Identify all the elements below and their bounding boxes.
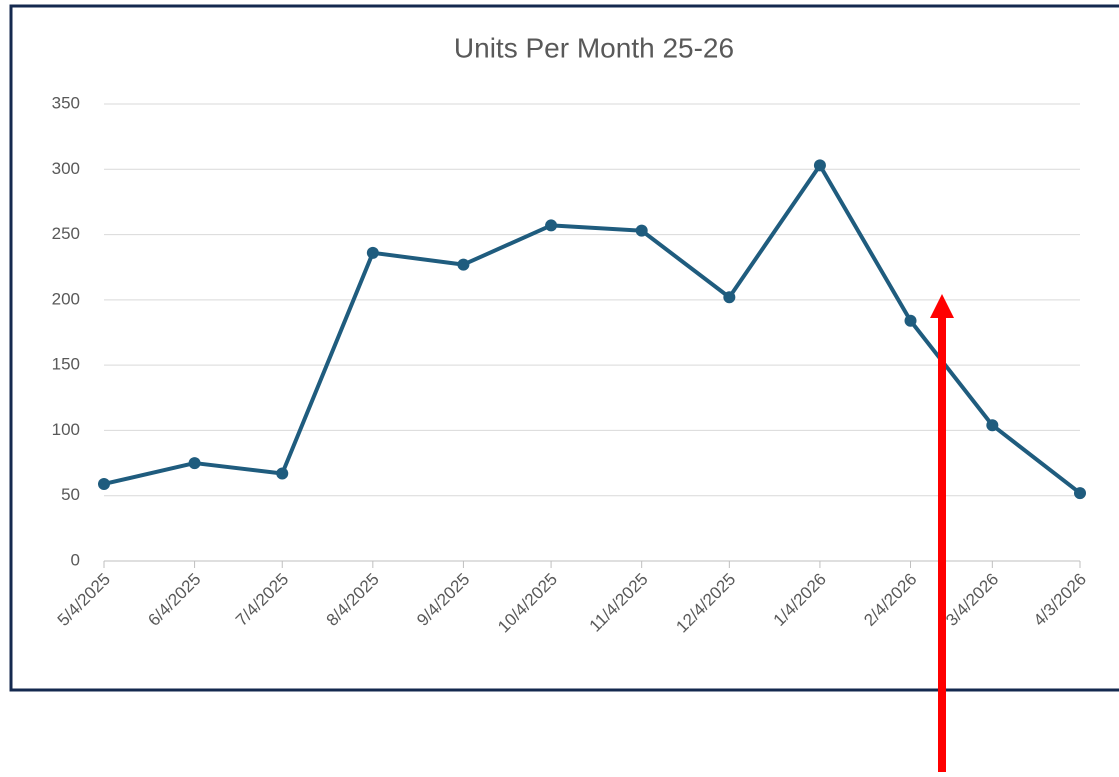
y-tick-label: 100 [52, 420, 80, 439]
point [1074, 487, 1086, 500]
point [276, 467, 289, 480]
y-tick-label: 0 [71, 550, 80, 569]
point [986, 419, 999, 432]
point [723, 291, 736, 304]
chart-title: Units Per Month 25-26 [454, 32, 734, 63]
y-tick-label: 150 [52, 355, 80, 374]
point [98, 477, 110, 490]
point [366, 246, 379, 259]
point [904, 314, 917, 327]
y-tick-label: 200 [52, 289, 80, 308]
point [188, 457, 201, 470]
y-tick-label: 350 [52, 93, 80, 112]
point [813, 159, 826, 172]
point [545, 219, 558, 232]
series-line [103, 163, 1082, 495]
y-tick-label: 300 [52, 159, 80, 178]
point [457, 258, 470, 271]
arrow-head [930, 294, 954, 318]
point [635, 224, 648, 237]
y-tick-label: 50 [61, 485, 80, 504]
y-tick-label: 250 [52, 224, 80, 243]
annotation-arrow [930, 294, 954, 772]
